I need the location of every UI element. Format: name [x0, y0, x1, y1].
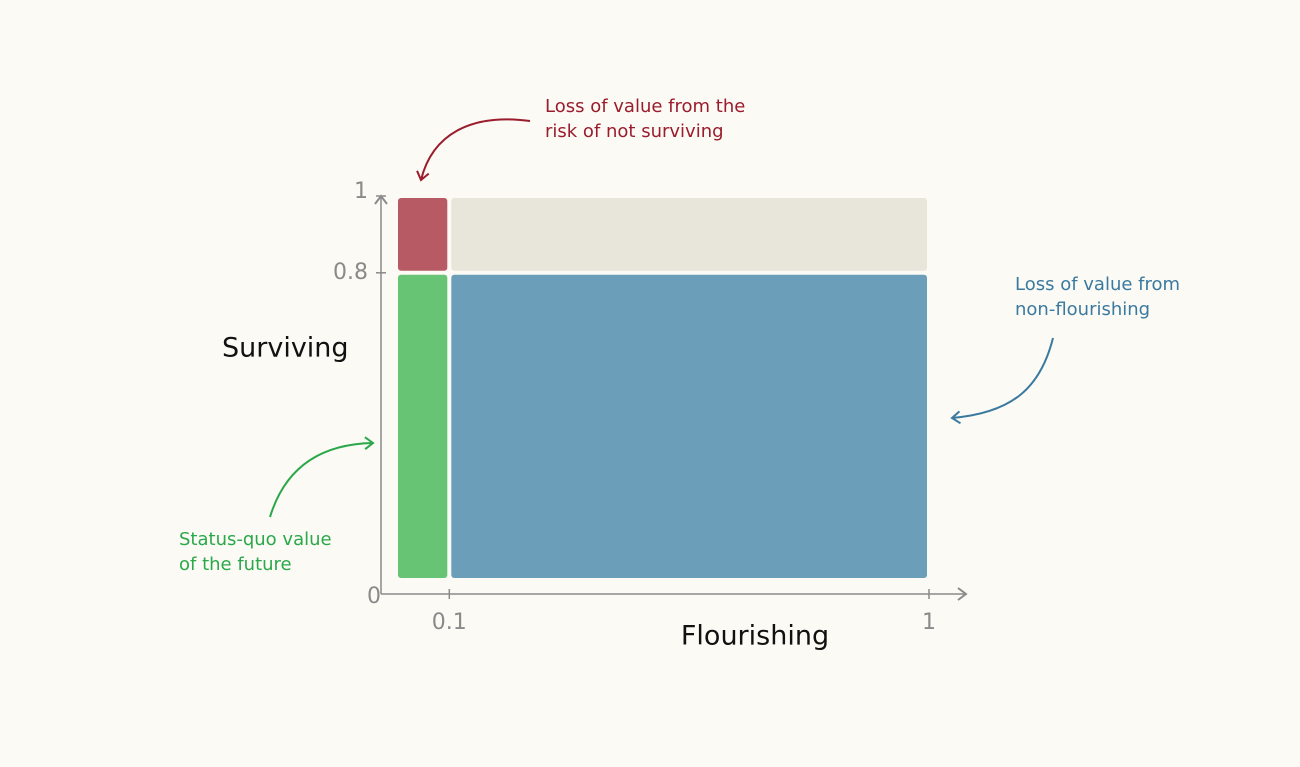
- cell: [451, 198, 927, 271]
- y-tick-label: 0.8: [333, 260, 368, 285]
- cell: [398, 198, 448, 271]
- annotation: non-flourishing: [1015, 299, 1150, 320]
- x-axis-title: Flourishing: [681, 621, 829, 652]
- y-tick-label: 1: [354, 179, 368, 204]
- x-tick-label: 0.1: [432, 610, 467, 635]
- annotation: Loss of value from: [1015, 274, 1180, 295]
- cell: [398, 274, 448, 578]
- annotation: of the future: [179, 554, 292, 575]
- x-tick-label: 1: [922, 610, 936, 635]
- y-axis-title: Surviving: [222, 333, 349, 364]
- arrow: [416, 118, 531, 182]
- annotation: Loss of value from the: [545, 96, 745, 117]
- arrow: [950, 337, 1054, 425]
- arrow: [269, 436, 375, 518]
- annotation: risk of not surviving: [545, 121, 724, 142]
- cell: [451, 274, 927, 578]
- y-tick-label: 0: [367, 584, 381, 609]
- annotation: Status-quo value: [179, 529, 332, 550]
